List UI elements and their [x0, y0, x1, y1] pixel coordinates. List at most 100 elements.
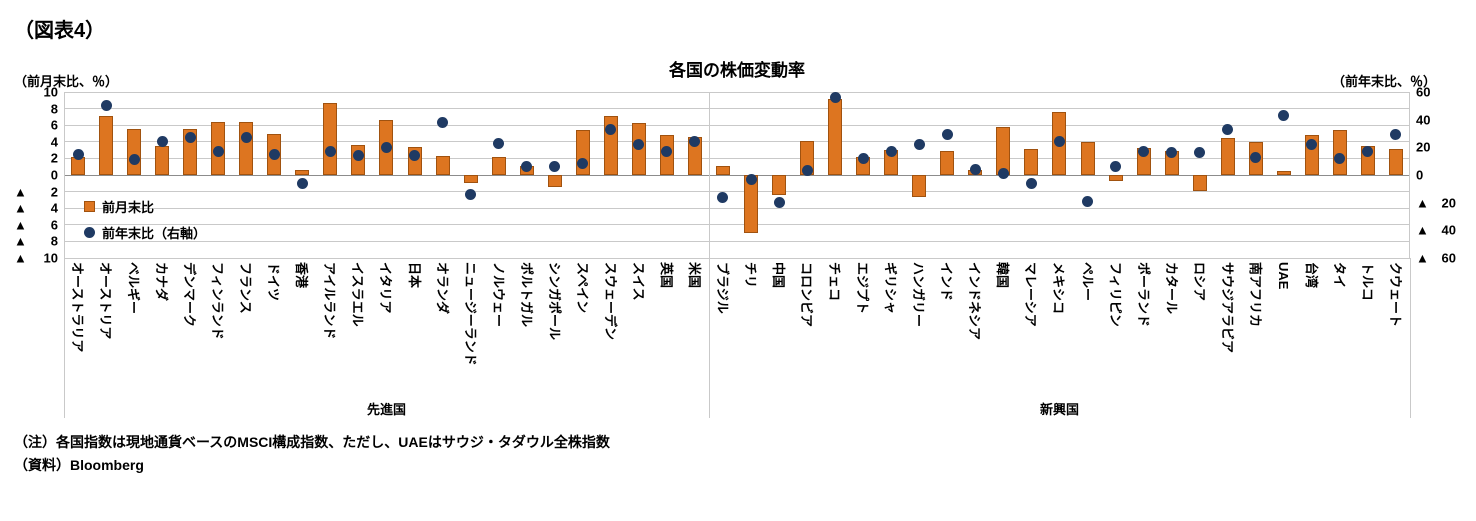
data-point	[184, 132, 196, 144]
source-text: （資料）Bloomberg	[14, 457, 144, 473]
category-label-text: 日本	[406, 262, 422, 289]
legend: 前月末比 前年末比（右軸）	[84, 197, 206, 249]
figure-label: （図表4）	[14, 20, 106, 42]
bar	[772, 175, 787, 195]
category-label: UAE	[1270, 260, 1298, 398]
bar	[323, 102, 338, 175]
category-label-text: スペイン	[574, 262, 590, 314]
data-point	[689, 136, 701, 148]
category-label: スペイン	[569, 260, 597, 398]
chart-title: 各国の株価変動率	[669, 61, 805, 80]
right-axis-tick: ▲ 20	[1416, 195, 1456, 211]
bar	[828, 98, 843, 175]
bar	[491, 156, 506, 175]
category-label: ブラジル	[709, 260, 737, 398]
category-label: 台湾	[1298, 260, 1326, 398]
data-point	[1222, 123, 1234, 135]
legend-item-bar: 前月末比	[84, 197, 206, 216]
category-label-text: インド	[939, 262, 955, 302]
category-label: インドネシア	[961, 260, 989, 398]
data-point	[437, 116, 449, 128]
category-label: メキシコ	[1045, 260, 1073, 398]
data-point	[717, 191, 729, 203]
bar	[295, 170, 310, 175]
bar	[155, 145, 170, 175]
category-divider	[1410, 258, 1411, 418]
category-divider	[64, 258, 65, 418]
category-label-text: インドネシア	[967, 262, 983, 341]
category-labels: オーストラリア オーストリア ベルギー カナダ デンマーク フィンランド フランス ドイツ 香港…	[64, 260, 1410, 398]
category-label: 香港	[288, 260, 316, 398]
left-axis-tick: ▲ 2	[14, 184, 58, 200]
category-label: ロシア	[1186, 260, 1214, 398]
category-label-text: フィンランド	[210, 262, 226, 340]
right-axis-tick: 0	[1416, 167, 1424, 183]
left-axis-tick: ▲ 6	[14, 217, 58, 233]
group-labels: 先進国 新興国	[64, 398, 1410, 418]
category-label-text: オーストリア	[98, 262, 114, 340]
category-label-text: トルコ	[1359, 262, 1375, 301]
right-axis-tick: ▲ 60	[1416, 250, 1456, 266]
category-label-text: デンマーク	[182, 262, 198, 328]
category-label: ノルウェー	[485, 260, 513, 398]
category-label: クウェート	[1382, 260, 1410, 398]
data-point	[465, 188, 477, 200]
category-label-text: ブラジル	[714, 262, 730, 314]
data-point	[380, 141, 392, 153]
gridline	[64, 124, 1410, 126]
category-label-text: マレーシア	[1023, 262, 1039, 327]
data-point	[409, 150, 421, 162]
category-label-text: ペルー	[1079, 262, 1095, 302]
gridline	[64, 91, 1410, 93]
left-axis-tick: 0	[50, 167, 58, 183]
category-label-text: コロンビア	[799, 262, 815, 328]
left-axis-tick: 6	[50, 117, 58, 133]
category-label-text: ベルギー	[126, 262, 142, 315]
category-label: ポーランド	[1130, 260, 1158, 398]
bar	[1388, 149, 1403, 175]
data-point	[577, 158, 589, 170]
data-point	[773, 197, 785, 209]
category-label: 英国	[653, 260, 681, 398]
category-label: フィンランド	[204, 260, 232, 398]
data-point	[493, 137, 505, 149]
gridline	[64, 141, 1410, 143]
category-label: コロンビア	[793, 260, 821, 398]
category-label: サウジアラビア	[1214, 260, 1242, 398]
data-point	[605, 123, 617, 135]
left-axis-tick: 10	[43, 84, 58, 100]
gridline	[64, 157, 1410, 159]
group-label: 新興国	[1039, 401, 1079, 417]
data-point	[633, 139, 645, 151]
dot-swatch-icon	[84, 227, 95, 238]
plot-right-border	[1409, 92, 1410, 258]
data-point	[857, 152, 869, 164]
category-label-text: ポルトガル	[518, 262, 534, 328]
legend-bar-label: 前月末比	[102, 200, 155, 215]
category-label: 米国	[681, 260, 709, 398]
left-axis-tick: 8	[50, 101, 58, 117]
category-label-text: 南アフリカ	[1247, 262, 1263, 328]
data-point	[913, 139, 925, 151]
bar-swatch-icon	[84, 201, 95, 212]
data-point	[661, 145, 673, 157]
category-label-text: チリ	[743, 262, 759, 289]
category-label-text: ニュージーランド	[462, 262, 478, 366]
category-label: イタリア	[372, 260, 400, 398]
left-axis-tick: 2	[50, 150, 58, 166]
left-axis-tick: ▲ 8	[14, 233, 58, 249]
category-label: ポルトガル	[513, 260, 541, 398]
data-point	[1278, 110, 1290, 122]
data-point	[885, 145, 897, 157]
data-point	[1390, 129, 1402, 141]
category-label-text: 韓国	[995, 262, 1011, 289]
data-point	[156, 136, 168, 148]
category-label: タイ	[1326, 260, 1354, 398]
data-point	[352, 150, 364, 162]
category-label: オーストリア	[92, 260, 120, 398]
category-label-text: 台湾	[1303, 262, 1319, 289]
category-label-text: フランス	[238, 262, 254, 314]
bar	[1192, 175, 1207, 191]
data-point	[1362, 145, 1374, 157]
category-label: チリ	[737, 260, 765, 398]
